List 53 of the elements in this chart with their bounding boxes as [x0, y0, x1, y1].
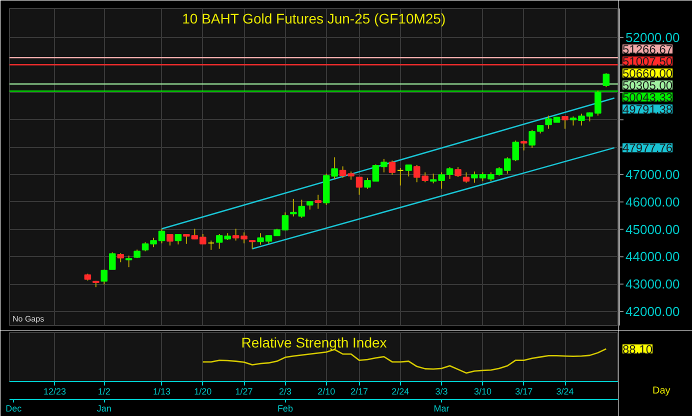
candlestick	[520, 140, 528, 151]
x-tick-label: 2/24	[392, 386, 410, 396]
candlestick	[602, 72, 610, 88]
x-tick-label: 3/10	[474, 386, 492, 396]
ref-line-label: 51266.67	[622, 42, 673, 57]
x-tick-label: 3/17	[515, 386, 533, 396]
text: Dec	[6, 404, 22, 414]
data-label: 47977.76	[622, 141, 673, 156]
candlestick	[405, 164, 412, 177]
candlestick	[454, 166, 462, 178]
text: Jan	[96, 404, 112, 414]
candlestick	[208, 240, 215, 250]
candlestick	[166, 234, 174, 246]
candlestick	[397, 167, 404, 186]
y-tick-label: 47000.00	[626, 167, 680, 182]
text: Feb	[277, 404, 293, 414]
candlestick	[100, 269, 108, 285]
x-tick-label: 1/13	[152, 386, 171, 396]
y-tick-label: 43000.00	[626, 276, 680, 292]
x-tick-label: 2/17	[350, 386, 368, 396]
candlestick	[562, 116, 568, 130]
ref-line-label: 50043.33	[622, 90, 673, 105]
text: 88.10	[622, 342, 653, 356]
candlestick	[314, 194, 322, 210]
x-tick-label: 1/27	[235, 386, 253, 396]
text: Day	[652, 386, 670, 396]
candlestick	[388, 160, 396, 176]
x-tick-label: 1/20	[194, 386, 212, 396]
candlestick	[528, 129, 536, 148]
x-tick-label: 2/3	[278, 386, 292, 396]
chart-title: 10 BAHT Gold Futures Jun-25 (GF10M25)	[182, 10, 446, 26]
annotation: No Gaps	[12, 314, 44, 324]
chart-title: Relative Strength Index	[241, 334, 387, 350]
text: Mar	[434, 404, 450, 414]
candlestick	[356, 176, 363, 196]
x-tick-label: 2/10	[318, 386, 336, 396]
data-label: 49791.38	[622, 102, 673, 116]
text: 50660.00	[622, 66, 673, 81]
y-tick-label: 52000.00	[626, 30, 680, 46]
ref-line-label: 50305.00	[622, 78, 673, 93]
x-tick-label: 1/2	[98, 386, 110, 396]
y-tick-label: 45000.00	[626, 222, 680, 237]
x-tick-label: 3/3	[435, 386, 448, 396]
candlestick	[462, 172, 470, 184]
candlestick	[108, 252, 116, 270]
candlestick	[117, 252, 124, 263]
y-tick-label: 44000.00	[626, 249, 680, 264]
ref-line-label: 51007.50	[622, 54, 673, 69]
x-tick-label: 3/24	[556, 386, 574, 396]
x-tick-label: 12/23	[44, 386, 66, 396]
y-tick-label: 42000.00	[626, 304, 680, 320]
candlestick	[125, 255, 132, 268]
y-tick-label: 46000.00	[626, 194, 680, 210]
